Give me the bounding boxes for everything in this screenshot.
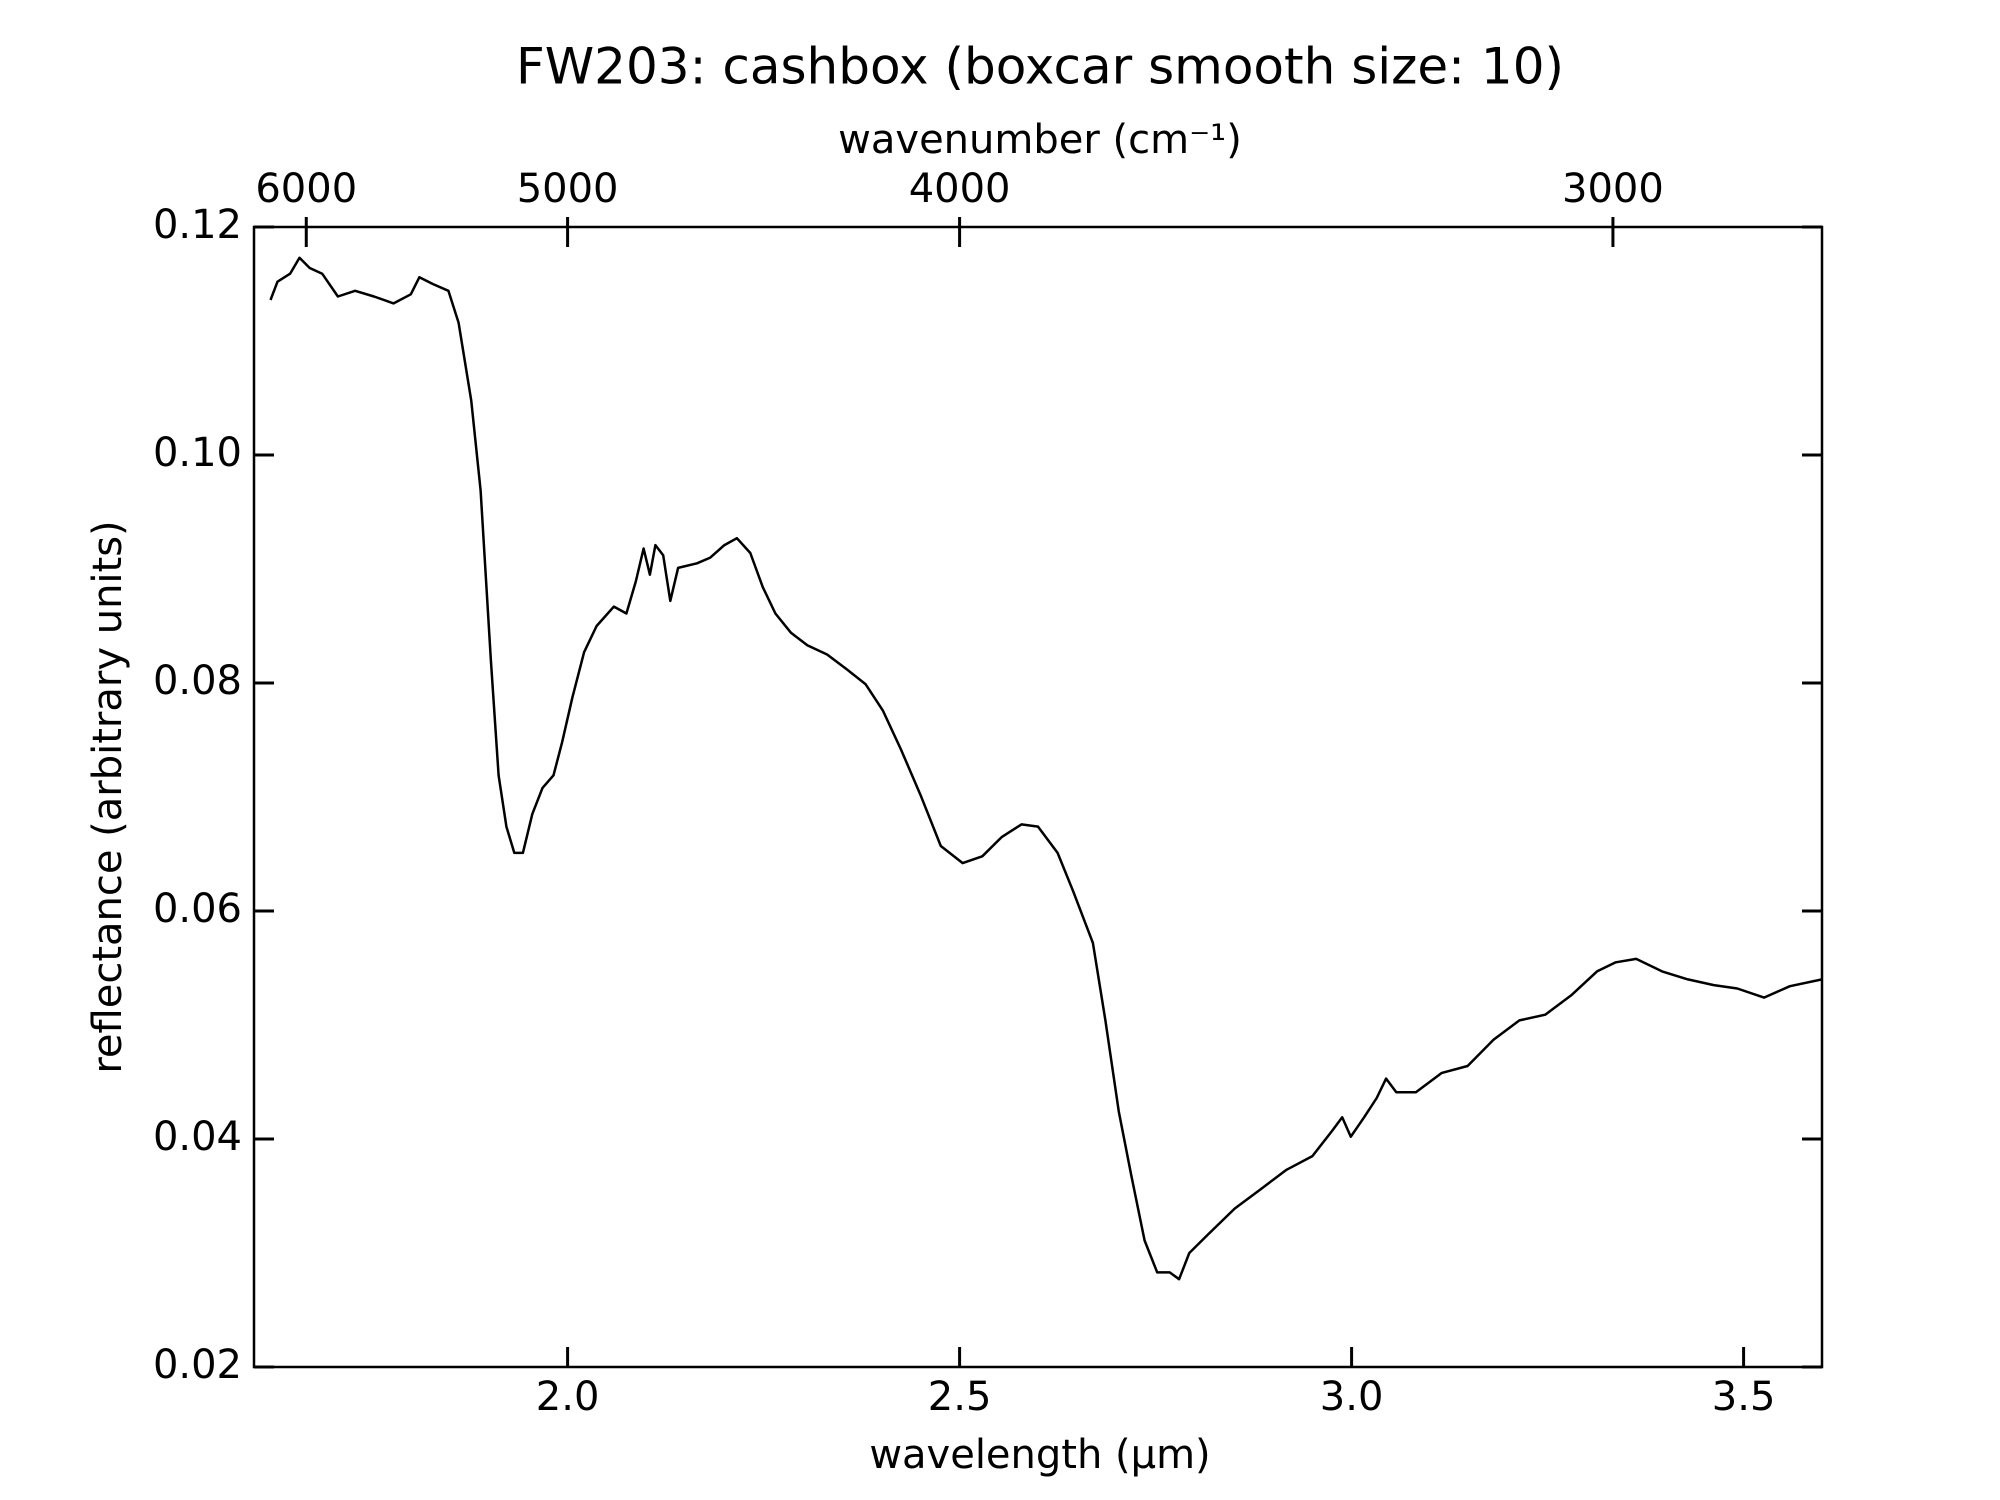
- chart-title: FW203: cashbox (boxcar smooth size: 10): [516, 38, 1564, 96]
- plot-frame: [252, 225, 1824, 1369]
- x2-tick-label: 4000: [909, 166, 1011, 212]
- x-tick-label: 2.5: [928, 1374, 992, 1420]
- x-tick-label: 3.5: [1712, 1374, 1776, 1420]
- y-tick-label: 0.06: [153, 886, 242, 932]
- y-axis-label: reflectance (arbitrary units): [85, 520, 131, 1073]
- y-tick-label: 0.10: [153, 430, 242, 476]
- y-tick-label: 0.12: [153, 202, 242, 248]
- data-line: [269, 256, 1823, 1281]
- y-tick-label: 0.04: [153, 1114, 242, 1160]
- x2-tick-label: 3000: [1562, 166, 1664, 212]
- y-tick-label: 0.08: [153, 658, 242, 704]
- x-axis-label: wavelength (μm): [869, 1432, 1210, 1478]
- x2-tick-label: 6000: [255, 166, 357, 212]
- x2-axis-label: wavenumber (cm⁻¹): [838, 117, 1242, 163]
- y-tick-label: 0.02: [153, 1342, 242, 1388]
- x-tick-label: 3.0: [1320, 1374, 1384, 1420]
- x2-tick-label: 5000: [517, 166, 619, 212]
- x-tick-label: 2.0: [536, 1374, 600, 1420]
